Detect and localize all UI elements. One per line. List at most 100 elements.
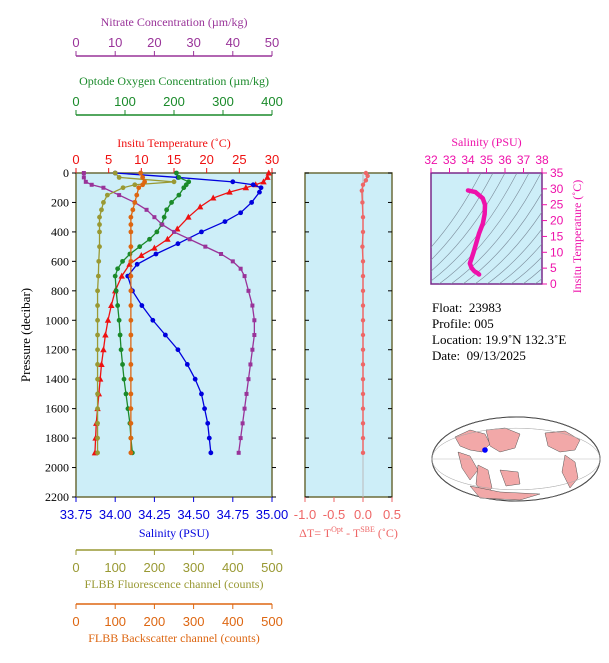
oxygen-point xyxy=(117,332,123,338)
ts-temperature-tick-label: 25 xyxy=(550,198,564,212)
delta-t-point xyxy=(360,347,366,352)
nitrate-point xyxy=(187,237,192,242)
backscatter-point xyxy=(128,317,134,323)
location-label: Location: xyxy=(432,332,482,347)
fluorescence-point xyxy=(132,182,138,188)
oxygen-point xyxy=(118,347,124,353)
salinity-tick-label: 34.25 xyxy=(138,507,171,522)
ts-temperature-tick-label: 10 xyxy=(550,245,564,259)
oxygen-tick-label: 100 xyxy=(114,94,136,109)
temperature-point xyxy=(210,194,217,201)
nitrate-tick-label: 30 xyxy=(186,35,200,50)
salinity-tick-label: 34.50 xyxy=(177,507,210,522)
date-value: 09/13/2025 xyxy=(466,348,526,363)
oxygen-tick-label: 200 xyxy=(163,94,185,109)
nitrate-point xyxy=(248,362,253,367)
nitrate-axis-label: Nitrate Concentration (µm/kg) xyxy=(101,15,248,29)
oxygen-axis-label: Optode Oxygen Concentration (µm/kg) xyxy=(79,74,269,88)
pressure-tick-label: 1400 xyxy=(45,372,69,386)
temperature-point xyxy=(151,244,158,251)
salinity-point xyxy=(208,450,214,456)
backscatter-tick-label: 200 xyxy=(144,614,166,629)
ts-salinity-tick-label: 36 xyxy=(498,153,512,167)
backscatter-point xyxy=(130,207,136,213)
nitrate-point xyxy=(242,406,247,411)
temperature-point xyxy=(226,188,233,195)
delta-t-point xyxy=(360,259,366,264)
oxygen-point xyxy=(176,192,182,198)
delta-t-point xyxy=(360,332,366,338)
delta-t-point xyxy=(360,273,366,279)
oxygen-point xyxy=(115,266,121,272)
salinity-point xyxy=(150,317,156,323)
land-mass xyxy=(544,430,581,453)
backscatter-tick-label: 0 xyxy=(72,614,79,629)
temperature-tick-label: 15 xyxy=(167,152,181,167)
land-mass xyxy=(469,485,541,501)
fluorescence-point xyxy=(97,222,102,227)
delta-t-tick-label: 0.0 xyxy=(354,507,372,522)
delta-t-tick-label: 0.5 xyxy=(383,507,401,522)
float-id-row: Float: 23983 xyxy=(432,300,566,316)
salinity-point xyxy=(257,189,262,195)
backscatter-point xyxy=(128,303,134,308)
pressure-tick-label: 2200 xyxy=(45,490,69,504)
pressure-tick-label: 600 xyxy=(51,254,69,268)
pressure-tick-label: 1000 xyxy=(45,313,69,327)
profile-label: Profile: xyxy=(432,316,471,331)
oxygen-point xyxy=(137,244,143,250)
oxygen-point xyxy=(121,376,127,382)
nitrate-tick-label: 50 xyxy=(265,35,279,50)
pressure-tick-label: 1600 xyxy=(45,402,69,416)
temperature-tick-label: 25 xyxy=(232,152,246,167)
salinity-point xyxy=(250,182,256,188)
backscatter-point xyxy=(128,435,134,441)
fluorescence-tick-label: 100 xyxy=(104,560,126,575)
profile-row: Profile: 005 xyxy=(432,316,566,332)
ts-temperature-tick-label: 15 xyxy=(550,229,564,243)
fluorescence-point xyxy=(95,391,100,397)
fluorescence-point xyxy=(171,179,177,185)
backscatter-tick-label: 100 xyxy=(104,614,126,629)
temperature-tick-label: 30 xyxy=(265,152,279,167)
backscatter-axis-label: FLBB Backscatter channel (counts) xyxy=(88,631,260,645)
land-mass xyxy=(499,469,521,487)
salinity-point xyxy=(192,376,198,382)
nitrate-point xyxy=(152,215,157,220)
delta-t-tick-label: -1.0 xyxy=(294,507,316,522)
ts-temperature-tick-label: 20 xyxy=(550,214,564,228)
world-map-graticule xyxy=(431,416,601,502)
delta-t-point xyxy=(360,214,366,220)
salinity-point xyxy=(153,251,159,257)
temperature-tick-label: 10 xyxy=(134,152,148,167)
profile-number: 005 xyxy=(474,316,494,331)
nitrate-point xyxy=(246,377,251,382)
backscatter-point xyxy=(128,229,134,235)
temperature-point xyxy=(264,173,271,180)
nitrate-point xyxy=(144,207,149,212)
fluorescence-axis-label: FLBB Fluorescence channel (counts) xyxy=(85,577,264,591)
salinity-tick-label: 34.75 xyxy=(217,507,250,522)
salinity-point xyxy=(238,210,244,216)
nitrate-point xyxy=(203,244,208,249)
temperature-point xyxy=(260,178,267,185)
backscatter-point xyxy=(140,182,146,188)
ts-density-contour xyxy=(474,211,542,284)
backscatter-point xyxy=(128,214,134,220)
ts-temperature-tick-label: 5 xyxy=(550,261,557,275)
oxygen-point xyxy=(115,303,121,308)
pressure-axis-label: Pressure (decibar) xyxy=(18,288,33,382)
salinity-point xyxy=(162,332,168,338)
backscatter-point xyxy=(140,175,146,180)
nitrate-point xyxy=(240,421,245,426)
backscatter-point xyxy=(128,362,134,367)
float-info: Float: 23983 Profile: 005 Location: 19.9… xyxy=(432,300,566,364)
float-location-marker xyxy=(482,447,488,453)
ts-density-contour xyxy=(522,268,542,284)
delta-t-point xyxy=(360,288,366,294)
fluorescence-point xyxy=(95,288,100,294)
temperature-point xyxy=(100,346,107,353)
nitrate-point xyxy=(101,185,106,190)
backscatter-point xyxy=(134,192,140,198)
